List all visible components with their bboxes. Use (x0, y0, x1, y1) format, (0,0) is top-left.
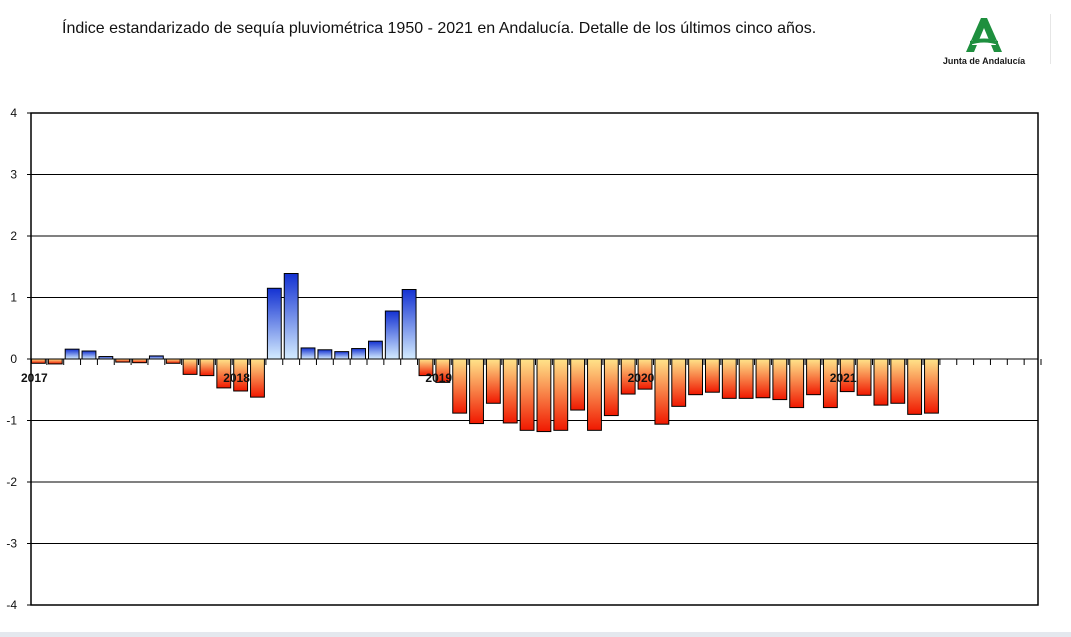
logo-mark (966, 18, 1002, 52)
bar (81, 350, 97, 360)
bar (47, 358, 63, 365)
bar (671, 358, 687, 407)
bar (368, 340, 383, 360)
bar (502, 358, 518, 424)
y-tick-label: -3 (6, 537, 17, 551)
bar (705, 358, 720, 393)
logo-swoosh (970, 38, 998, 45)
bar (469, 358, 484, 425)
year-label: 2019 (425, 371, 452, 385)
bar (603, 358, 619, 417)
bar (587, 358, 602, 431)
bar (351, 348, 366, 360)
bar (283, 273, 299, 360)
junta-de-andalucia-logo: Junta de Andalucía (934, 14, 1034, 70)
bar (806, 358, 821, 396)
bar (266, 287, 282, 360)
bar (738, 358, 754, 399)
bar (924, 358, 939, 414)
year-label: 2018 (223, 371, 250, 385)
logo-caption: Junta de Andalucía (942, 56, 1026, 66)
y-tick-label: -1 (6, 414, 17, 428)
bar (519, 358, 535, 431)
bar (553, 358, 569, 431)
bar (199, 358, 215, 377)
bar (31, 358, 46, 364)
year-label: 2021 (830, 371, 857, 385)
bar (182, 358, 198, 375)
bar (772, 358, 788, 401)
bar (452, 358, 468, 414)
y-tick-label: 4 (10, 106, 17, 120)
bar (334, 351, 350, 360)
bar (250, 358, 265, 398)
bar (384, 310, 400, 360)
bar (536, 358, 552, 433)
y-tick-label: -4 (6, 598, 17, 612)
year-label: 2017 (21, 371, 48, 385)
y-tick-label: -2 (6, 475, 17, 489)
bar (317, 349, 333, 360)
y-tick-label: 0 (10, 352, 17, 366)
logo-divider (1050, 14, 1051, 64)
bar (873, 358, 889, 406)
bar (789, 358, 805, 409)
bar (132, 358, 147, 364)
year-label: 2020 (628, 371, 655, 385)
bar (688, 358, 704, 396)
bar (755, 358, 771, 399)
chart-title: Índice estandarizado de sequía pluviomét… (62, 20, 817, 37)
y-tick-label: 3 (10, 168, 17, 182)
bar (401, 289, 417, 360)
bar (570, 358, 586, 411)
bar (165, 358, 181, 364)
bar (907, 358, 923, 415)
bar (64, 348, 80, 360)
bar (300, 347, 316, 360)
bar (485, 358, 501, 404)
page-bottom-border (0, 632, 1071, 637)
bar (856, 358, 872, 396)
y-tick-label: 2 (10, 229, 17, 243)
y-tick-label: 1 (10, 291, 17, 305)
bar (654, 358, 670, 425)
bar (721, 358, 737, 399)
bar (890, 358, 906, 404)
